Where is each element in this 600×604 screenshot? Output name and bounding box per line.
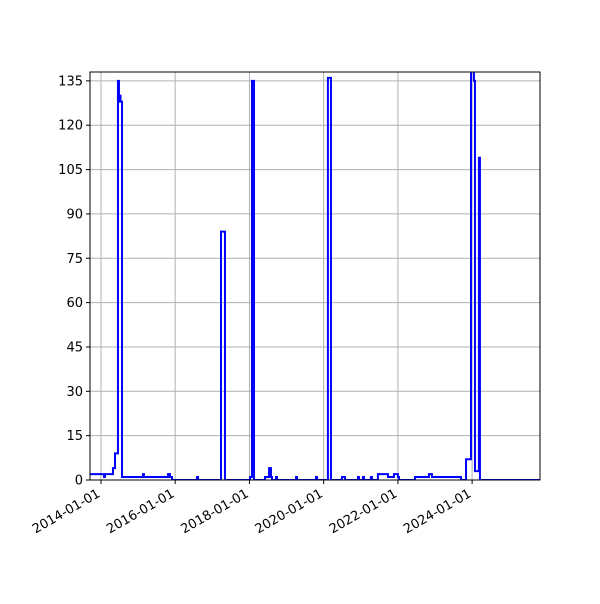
y-tick-label: 60 <box>66 296 83 311</box>
x-tick-label: 2020-01-01 <box>253 486 326 537</box>
x-tick-label: 2024-01-01 <box>401 486 474 537</box>
x-tick-label: 2016-01-01 <box>104 486 177 537</box>
y-tick-label: 120 <box>58 119 83 134</box>
y-tick-label: 45 <box>66 340 83 355</box>
y-tick-label: 30 <box>66 385 83 400</box>
series-line <box>90 72 540 480</box>
grid <box>90 72 540 481</box>
y-tick-label: 105 <box>58 163 83 178</box>
plot-frame <box>89 71 541 481</box>
y-tick-label: 0 <box>75 474 83 489</box>
y-tick-label: 135 <box>58 74 83 89</box>
series <box>90 72 540 480</box>
x-tick-label: 2014-01-01 <box>30 486 103 537</box>
y-tick-label: 75 <box>66 252 83 267</box>
y-tick-label: 90 <box>66 207 83 222</box>
x-tick-label: 2022-01-01 <box>327 486 400 537</box>
y-tick-label: 15 <box>66 429 83 444</box>
x-tick-label: 2018-01-01 <box>179 486 252 537</box>
